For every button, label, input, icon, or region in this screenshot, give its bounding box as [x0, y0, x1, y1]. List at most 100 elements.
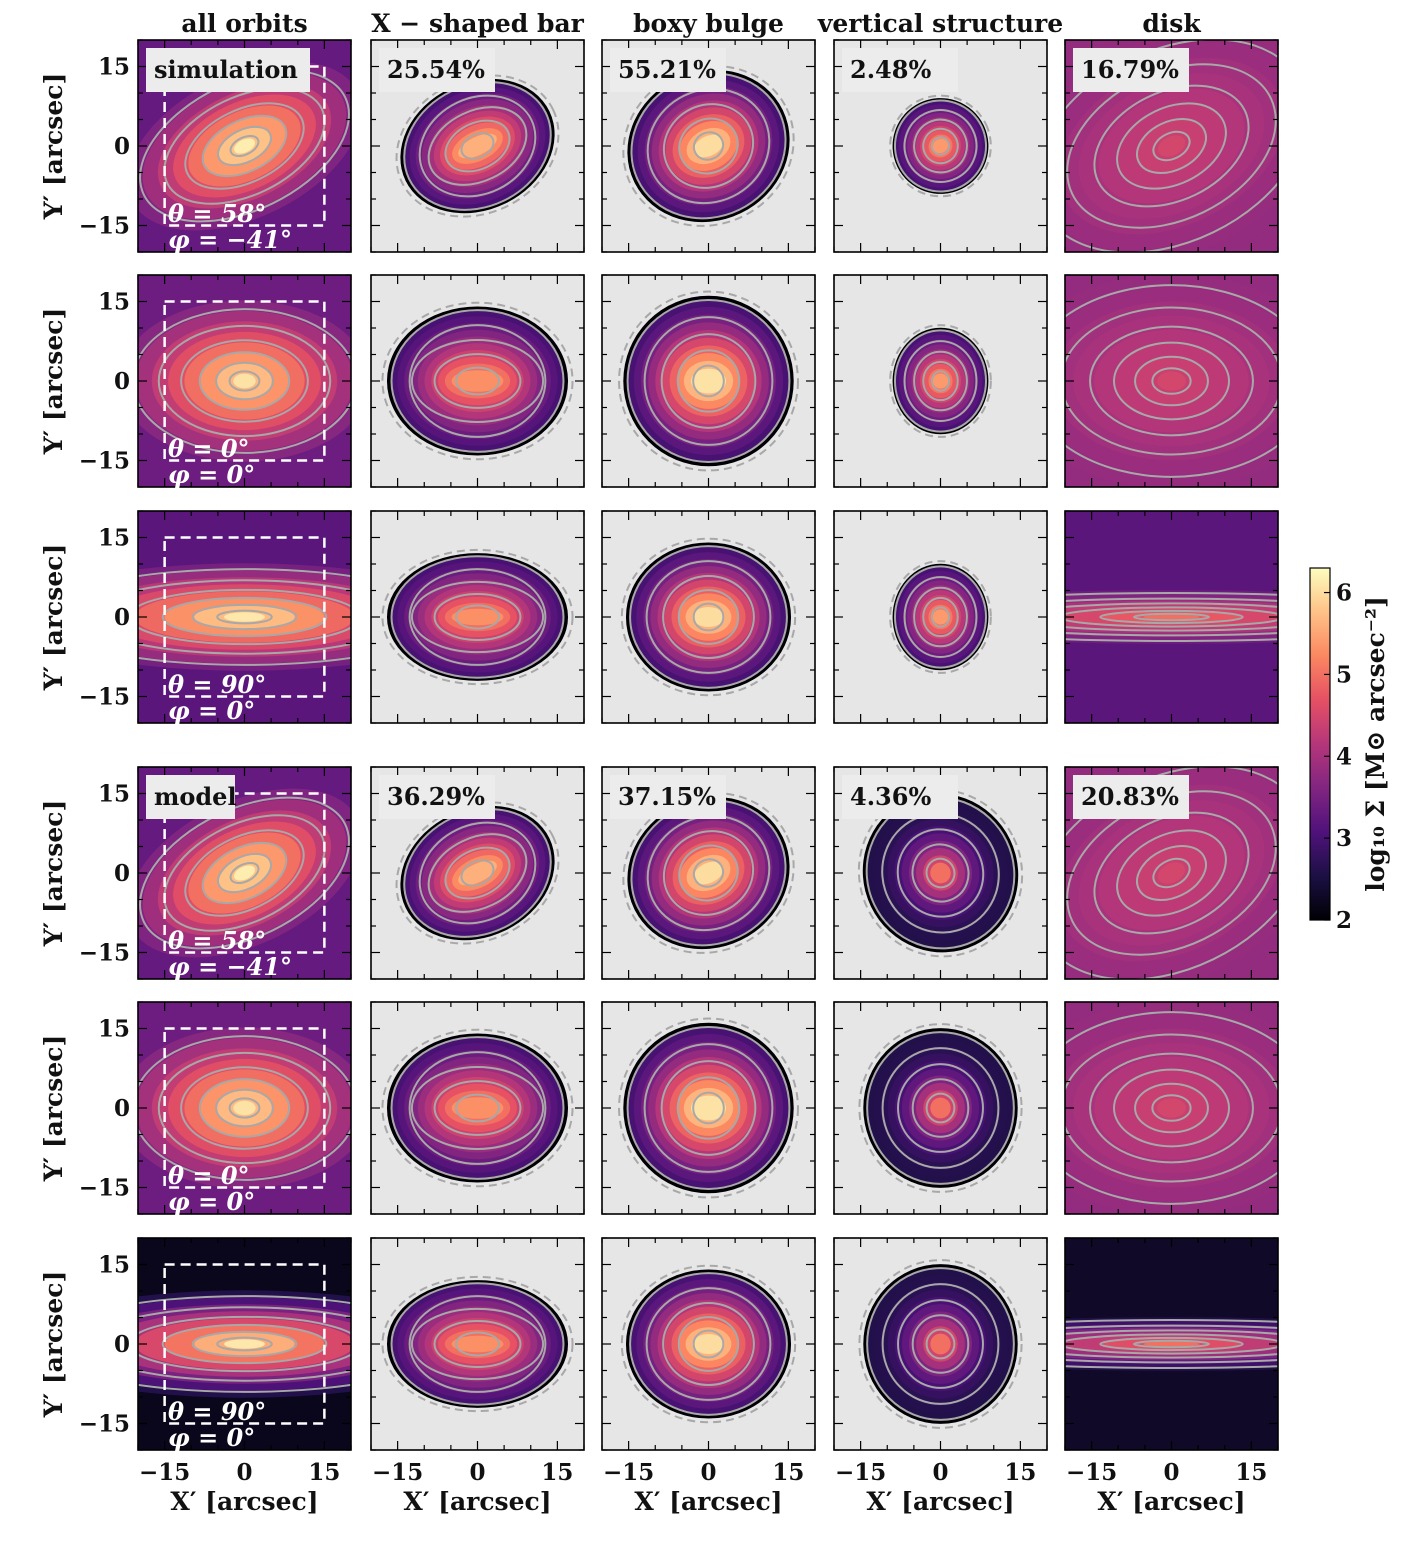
colorbar-tick-label: 6 [1336, 580, 1352, 607]
x-tick-label: 15 [772, 1459, 804, 1486]
contour-line [191, 603, 298, 631]
contour-line [180, 1066, 309, 1150]
x-tick-label: −15 [603, 1459, 654, 1486]
density-level [930, 1333, 951, 1355]
x-axis-label: X′ [arcsec] [866, 1487, 1014, 1516]
contour-line [198, 1078, 291, 1138]
contour-line [881, 812, 1000, 934]
contours [618, 290, 799, 472]
contour-line [390, 555, 565, 679]
contour-line [897, 1063, 984, 1153]
contour-line [678, 844, 739, 902]
contour-line [1065, 1011, 1278, 1205]
column-title: vertical structure [817, 9, 1063, 38]
contour-line [138, 588, 351, 646]
panel-r1-c1 [371, 275, 584, 487]
panel-r1-c0 [138, 275, 351, 487]
contour-line [922, 596, 959, 638]
contour-line [881, 1283, 1000, 1405]
density-level [1143, 1341, 1200, 1347]
contours [381, 1275, 574, 1413]
contour-line [410, 580, 545, 654]
colorbar-tick-label: 2 [1336, 907, 1352, 934]
contour-line-dashed [622, 792, 795, 954]
panel-r2-c1 [371, 511, 584, 723]
contour-line [138, 308, 351, 454]
contour-line [460, 132, 495, 160]
y-tick-label: 0 [114, 604, 130, 631]
contour-line-dashed [858, 1023, 1023, 1193]
contour-line [692, 858, 725, 888]
panel-frame [1064, 510, 1279, 724]
contour-line [922, 360, 959, 402]
panel-frame [370, 274, 585, 488]
contour-line [433, 592, 522, 642]
panel-r4-c4 [1065, 1002, 1278, 1214]
colorbar-tick-label: 4 [1336, 743, 1352, 770]
density-level [1157, 862, 1186, 884]
panel-frame [1064, 274, 1279, 488]
contour-line [1065, 592, 1278, 642]
panel-frame [137, 1237, 352, 1451]
contour-line [903, 109, 978, 183]
contour-line [455, 1093, 500, 1123]
panel-r5-c0 [138, 1238, 351, 1450]
contour-line [646, 814, 771, 932]
contour-line [893, 329, 988, 433]
contour-line [408, 1295, 547, 1393]
contour-line [216, 609, 273, 625]
density-level [691, 368, 726, 394]
x-tick-label: −15 [835, 1459, 886, 1486]
panel-frame [137, 274, 352, 488]
y-tick-label: −15 [79, 213, 130, 240]
contour-line [138, 1295, 351, 1393]
row-block-label: simulation [146, 48, 310, 92]
contour-line [201, 114, 288, 178]
contour-line [662, 830, 755, 916]
y-tick-label: 0 [114, 860, 130, 887]
row-block-label-text: simulation [154, 55, 298, 84]
contour-line [645, 560, 772, 674]
contour-line [390, 1036, 565, 1180]
contour-line [138, 1306, 351, 1382]
panel-frame [601, 766, 816, 980]
contour-line [455, 1331, 500, 1357]
column-title: all orbits [181, 9, 307, 38]
contour-line [163, 87, 326, 205]
contours [1065, 284, 1278, 478]
contour-line [1065, 1319, 1278, 1369]
y-tick-label: 0 [114, 1095, 130, 1122]
panel-frame [601, 39, 816, 253]
contour-line [433, 353, 522, 409]
density-level [1157, 371, 1186, 391]
contour-line [1065, 306, 1278, 456]
phi-label: φ = 0° [168, 1187, 255, 1216]
contour-line [692, 602, 725, 632]
density-level [233, 373, 256, 389]
phi-label: φ = −41° [168, 225, 292, 254]
contour-line [217, 125, 272, 167]
y-tick-label: 15 [98, 781, 130, 808]
contour-line [646, 87, 771, 205]
contour-line [1152, 857, 1191, 889]
panel-frame [137, 1001, 352, 1215]
contour-line-dashed [857, 788, 1024, 958]
contours [620, 1264, 797, 1424]
component-fraction: 37.15% [610, 775, 726, 819]
contour-line [390, 1282, 565, 1406]
panel-r2-c2 [602, 511, 815, 723]
panel-frame [370, 1237, 585, 1451]
contour-line-dashed [620, 537, 797, 697]
panel-r0-c0 [138, 40, 351, 252]
density-level [930, 1097, 951, 1119]
column-title: disk [1142, 9, 1201, 38]
contour-line [1136, 844, 1207, 902]
contour-line [911, 1078, 970, 1138]
contours [620, 537, 797, 697]
panel-r5-c2 [602, 1238, 815, 1450]
density-level [932, 609, 949, 625]
contour-line [198, 351, 291, 411]
contour-line [662, 574, 755, 660]
